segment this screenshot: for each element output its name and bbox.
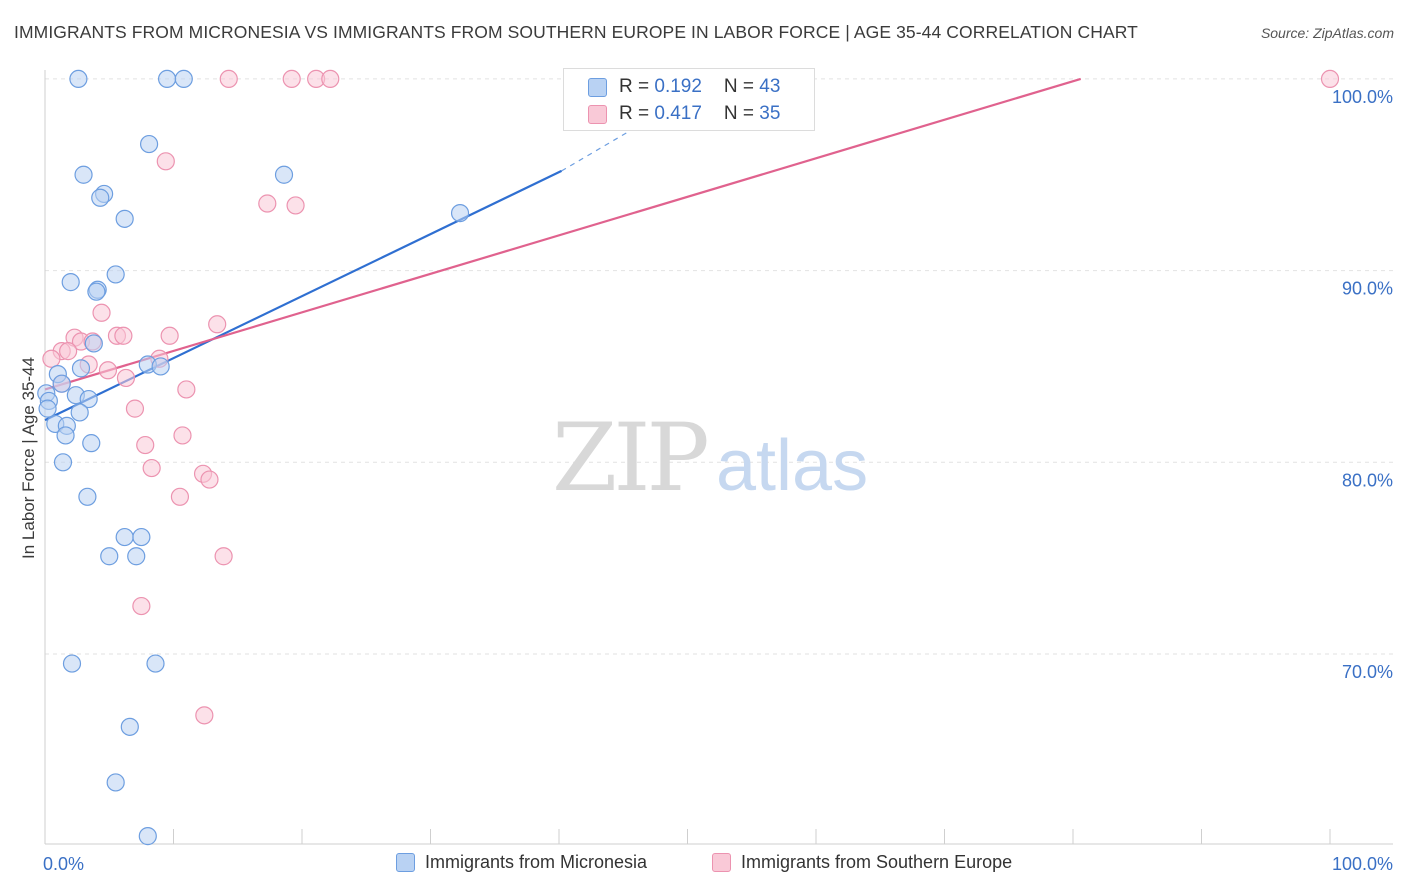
points-southern-europe <box>42 69 1340 725</box>
point-southern-europe[interactable] <box>116 368 136 388</box>
point-micronesia[interactable] <box>71 359 91 378</box>
point-southern-europe[interactable] <box>142 458 161 478</box>
point-micronesia[interactable] <box>78 487 97 506</box>
point-micronesia[interactable] <box>132 527 151 547</box>
point-southern-europe[interactable] <box>160 326 179 345</box>
point-micronesia[interactable] <box>53 453 73 472</box>
n-value: 43 <box>759 76 781 97</box>
point-southern-europe[interactable] <box>170 487 190 506</box>
point-southern-europe[interactable] <box>1320 69 1340 89</box>
point-micronesia[interactable] <box>115 209 134 228</box>
point-southern-europe[interactable] <box>200 470 219 489</box>
legend-swatch-southern-europe <box>712 853 731 872</box>
point-micronesia[interactable] <box>84 334 103 353</box>
point-micronesia[interactable] <box>56 426 75 445</box>
point-micronesia[interactable] <box>146 654 165 673</box>
point-micronesia[interactable] <box>127 547 146 566</box>
point-southern-europe[interactable] <box>195 706 214 725</box>
trend-line-southern-europe <box>44 77 1082 391</box>
n-value: 35 <box>759 103 781 124</box>
gridlines <box>45 78 1393 655</box>
y-tick-label: 70.0% <box>1342 662 1393 682</box>
point-southern-europe[interactable] <box>258 194 277 213</box>
point-southern-europe[interactable] <box>156 152 175 171</box>
point-micronesia[interactable] <box>274 165 294 184</box>
point-southern-europe[interactable] <box>286 196 305 215</box>
point-southern-europe[interactable] <box>219 69 238 89</box>
point-micronesia[interactable] <box>115 527 134 547</box>
point-southern-europe[interactable] <box>132 596 151 616</box>
point-southern-europe[interactable] <box>173 426 192 445</box>
axes <box>44 70 1393 845</box>
r-value: 0.417 <box>654 103 702 124</box>
y-tick-label: 80.0% <box>1342 470 1393 490</box>
point-micronesia[interactable] <box>139 134 159 154</box>
point-micronesia[interactable] <box>138 827 157 846</box>
point-micronesia[interactable] <box>82 434 101 453</box>
y-axis-label: In Labor Force | Age 35-44 <box>19 357 38 559</box>
legend-row-micronesia: R = 0.192 N = 43 <box>588 74 780 100</box>
point-micronesia[interactable] <box>52 374 71 393</box>
r-value: 0.192 <box>654 76 702 97</box>
points-micronesia <box>37 69 470 846</box>
point-southern-europe[interactable] <box>114 326 133 345</box>
series-legend: Immigrants from Micronesia Immigrants fr… <box>0 852 1406 878</box>
point-micronesia[interactable] <box>106 773 125 792</box>
point-micronesia[interactable] <box>87 282 106 301</box>
point-micronesia[interactable] <box>106 265 125 284</box>
trend-line-southern-europe-solid <box>44 77 1082 391</box>
point-micronesia[interactable] <box>151 357 170 376</box>
point-southern-europe[interactable] <box>42 349 61 368</box>
legend-swatch-micronesia <box>588 77 607 97</box>
source-credit: Source: ZipAtlas.com <box>1260 25 1394 41</box>
legend-swatch-southern-europe <box>588 104 607 124</box>
point-micronesia[interactable] <box>74 165 93 184</box>
point-micronesia[interactable] <box>450 203 470 223</box>
point-micronesia[interactable] <box>79 389 98 409</box>
y-tick-label: 90.0% <box>1342 279 1393 299</box>
legend-item-southern-europe[interactable]: Immigrants from Southern Europe <box>712 852 1012 873</box>
point-micronesia[interactable] <box>91 188 110 207</box>
point-southern-europe[interactable] <box>282 69 301 89</box>
x-tick-label: 100.0% <box>1332 854 1393 874</box>
trend-line-micronesia <box>44 107 670 422</box>
watermark-zip: ZIP <box>552 404 706 513</box>
r-label: R = <box>619 76 655 97</box>
legend-row-southern-europe: R = 0.417 N = 35 <box>588 101 780 127</box>
watermark-atlas: atlas <box>716 426 868 506</box>
point-southern-europe[interactable] <box>177 380 196 399</box>
chart-title: IMMIGRANTS FROM MICRONESIA VS IMMIGRANTS… <box>14 22 1138 42</box>
point-micronesia[interactable] <box>100 547 119 566</box>
point-southern-europe[interactable] <box>92 303 111 322</box>
legend-label-micronesia: Immigrants from Micronesia <box>425 852 648 872</box>
point-micronesia[interactable] <box>61 273 80 292</box>
point-southern-europe[interactable] <box>98 361 118 380</box>
legend-item-micronesia[interactable]: Immigrants from Micronesia <box>396 852 647 873</box>
point-southern-europe[interactable] <box>208 315 227 334</box>
point-southern-europe[interactable] <box>136 435 155 455</box>
r-label: R = <box>619 103 655 124</box>
tick-labels: 70.0% 80.0% 90.0% 100.0% 0.0% 100.0% <box>43 87 1393 874</box>
legend-label-southern-europe: Immigrants from Southern Europe <box>741 852 1013 872</box>
point-micronesia[interactable] <box>120 717 139 736</box>
point-southern-europe[interactable] <box>214 547 233 566</box>
point-southern-europe[interactable] <box>125 399 145 418</box>
point-southern-europe[interactable] <box>59 342 78 361</box>
watermark: ZIP atlas <box>552 404 868 513</box>
point-micronesia[interactable] <box>38 399 57 418</box>
x-tick-label: 0.0% <box>43 854 84 874</box>
point-micronesia[interactable] <box>62 654 82 673</box>
point-micronesia[interactable] <box>174 69 193 89</box>
point-southern-europe[interactable] <box>321 69 340 89</box>
point-micronesia[interactable] <box>157 69 177 89</box>
legend-swatch-micronesia <box>396 853 415 872</box>
correlation-legend: R = 0.192 N = 43 R = 0.417 N = 35 <box>563 68 815 131</box>
n-label: N = <box>723 103 760 124</box>
y-tick-label: 100.0% <box>1332 87 1393 107</box>
point-micronesia[interactable] <box>69 69 88 89</box>
point-micronesia[interactable] <box>70 403 89 422</box>
n-label: N = <box>723 76 760 97</box>
